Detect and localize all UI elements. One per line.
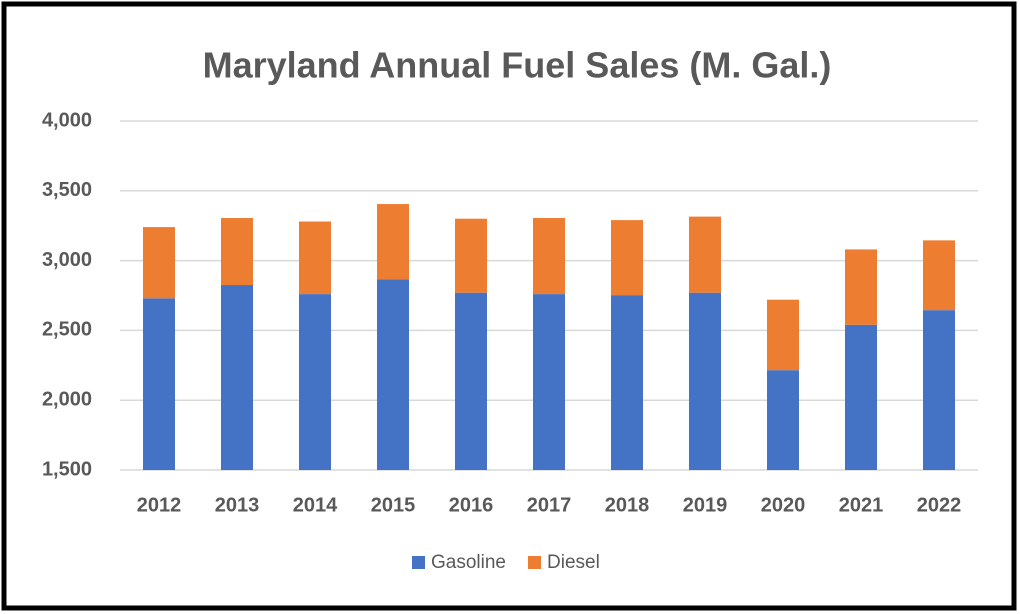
x-tick-label: 2014 — [293, 494, 338, 516]
bar-segment — [299, 221, 331, 295]
bar-segment — [923, 240, 955, 311]
y-tick-label: 2,000 — [42, 388, 92, 410]
x-tick-label: 2016 — [449, 494, 494, 516]
bar-segment — [533, 218, 565, 295]
x-tick-label: 2015 — [371, 494, 416, 516]
legend-label: Diesel — [547, 552, 600, 573]
bar-segment — [377, 204, 409, 280]
y-tick-label: 1,500 — [42, 458, 92, 480]
bar-segment — [611, 295, 643, 470]
bar-segment — [221, 218, 253, 286]
bar-segment — [455, 292, 487, 470]
bar-segment — [923, 310, 955, 470]
y-tick-label: 4,000 — [42, 109, 92, 131]
x-tick-label: 2012 — [137, 494, 182, 516]
bar-segment — [377, 279, 409, 470]
x-tick-label: 2021 — [839, 494, 884, 516]
bar-segment — [845, 324, 877, 470]
bar-segment — [767, 370, 799, 470]
x-tick-label: 2020 — [761, 494, 806, 516]
legend-swatch — [412, 556, 425, 569]
bar-segment — [689, 216, 721, 293]
bar-segment — [689, 292, 721, 470]
bar-segment — [455, 218, 487, 293]
bar-segment — [299, 294, 331, 470]
y-tick-label: 3,500 — [42, 179, 92, 201]
x-tick-label: 2018 — [605, 494, 650, 516]
chart-title: Maryland Annual Fuel Sales (M. Gal.) — [203, 45, 832, 86]
x-tick-label: 2022 — [917, 494, 962, 516]
bar-segment — [143, 227, 175, 299]
y-tick-label: 2,500 — [42, 319, 92, 341]
bar-segment — [767, 299, 799, 371]
legend-label: Gasoline — [431, 552, 506, 573]
x-tick-label: 2013 — [215, 494, 260, 516]
x-tick-label: 2017 — [527, 494, 572, 516]
legend-swatch — [528, 556, 541, 569]
y-tick-label: 3,000 — [42, 249, 92, 271]
bar-segment — [221, 285, 253, 470]
bar-segment — [533, 294, 565, 470]
bar-segment — [611, 220, 643, 296]
x-tick-label: 2019 — [683, 494, 728, 516]
bar-segment — [143, 298, 175, 470]
bar-segment — [845, 249, 877, 325]
